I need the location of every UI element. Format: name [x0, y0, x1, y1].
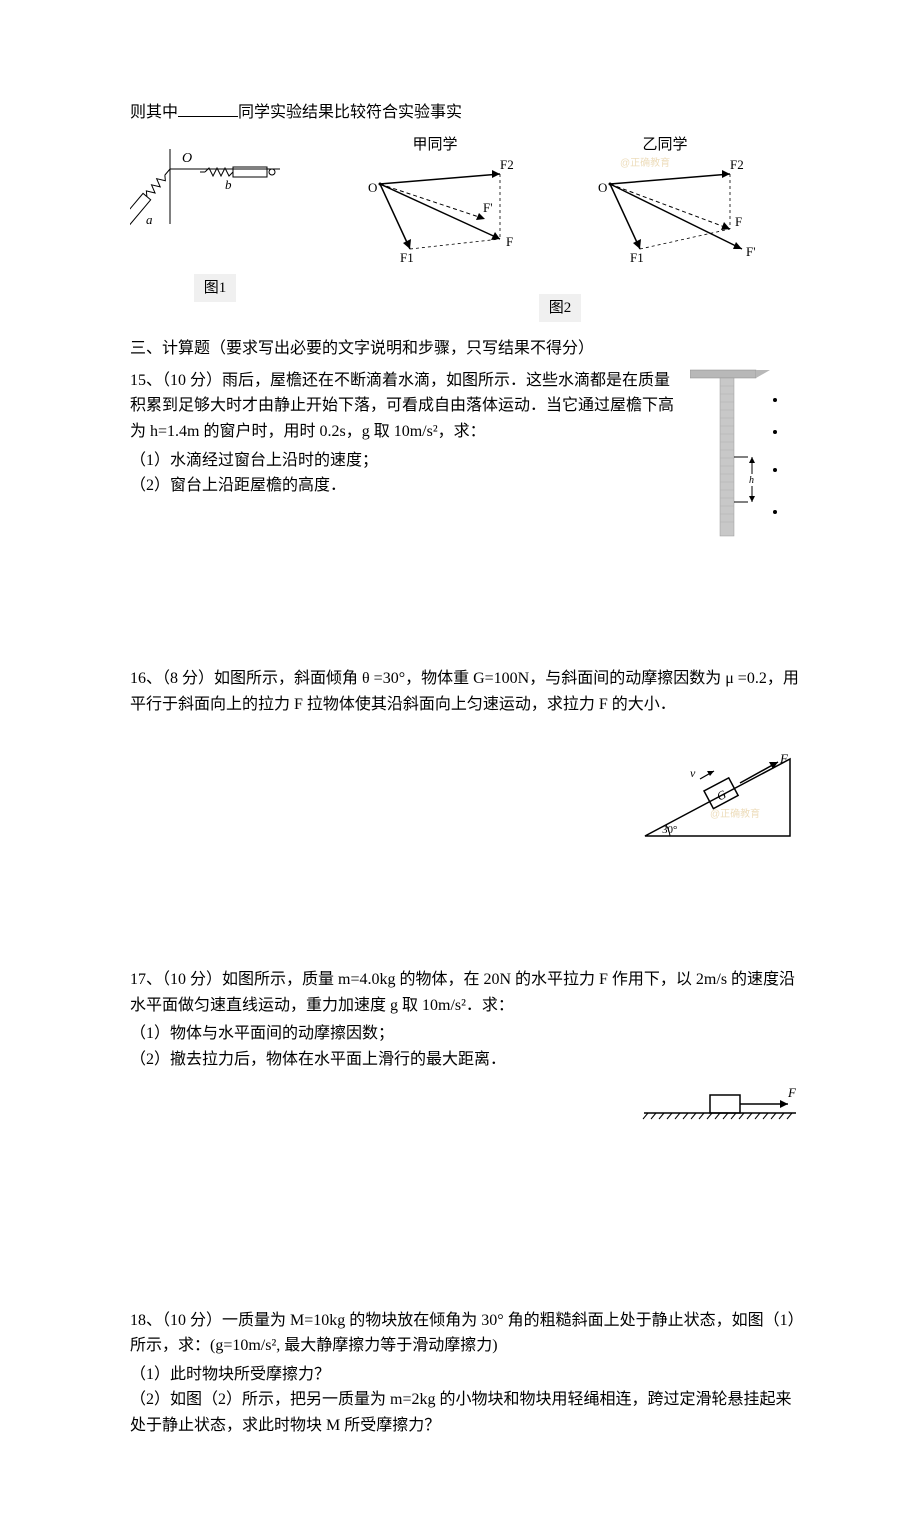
yi-F1: F1	[630, 250, 644, 265]
fig2-caption: 图2	[539, 294, 582, 322]
h-label: h	[749, 475, 754, 486]
p17-sub1: （1）物体与水平面间的动摩擦因数；	[130, 1021, 800, 1047]
figures-row: O b a 图1 甲同学	[130, 134, 800, 323]
p17-sub2: （2）撤去拉力后，物体在水平面上滑行的最大距离．	[130, 1047, 800, 1073]
yi-F2: F2	[730, 157, 744, 172]
p17-text: 17、（10 分）如图所示，质量 m=4.0kg 的物体，在 20N 的水平拉力…	[130, 967, 800, 1018]
F-label: F	[779, 751, 789, 766]
label-b: b	[225, 177, 232, 192]
p18-sub1: （1）此时物块所受摩擦力？	[130, 1362, 800, 1388]
jia-F1: F1	[400, 250, 414, 265]
p15-sub2: （2）窗台上沿距屋檐的高度．	[130, 473, 674, 499]
v-label: v	[690, 766, 696, 780]
problem-17: 17、（10 分）如图所示，质量 m=4.0kg 的物体，在 20N 的水平拉力…	[130, 967, 800, 1301]
intro-pre: 则其中	[130, 104, 178, 121]
panel-yi: 乙同学 @正确教育 O F2 F1 F F'	[598, 136, 756, 265]
jia-O: O	[368, 180, 377, 195]
p18-text: 18、（10 分）一质量为 M=10kg 的物块放在倾角为 30° 角的粗糙斜面…	[130, 1308, 800, 1359]
yi-Fp: F'	[746, 244, 756, 259]
label-O: O	[182, 151, 192, 166]
yi-F: F	[735, 214, 742, 229]
answer-blank	[178, 101, 238, 117]
panel-jia: 甲同学 O F2 F1 F F'	[368, 136, 514, 265]
jia-F: F	[506, 234, 513, 249]
section-3-header: 三、计算题（要求写出必要的文字说明和步骤，只写结果不得分）	[130, 336, 800, 362]
yi-O: O	[598, 180, 607, 195]
problem-18: 18、（10 分）一质量为 M=10kg 的物块放在倾角为 30° 角的粗糙斜面…	[130, 1308, 800, 1439]
p16-figure: 30° G F v @正确教育	[640, 751, 800, 855]
watermark-16: @正确教育	[710, 807, 760, 820]
p15-sub1: （1）水滴经过窗台上沿时的速度；	[130, 448, 674, 474]
angle-label: 30°	[662, 824, 677, 836]
yi-title: 乙同学	[642, 136, 687, 153]
intro-post: 同学实验结果比较符合实验事实	[238, 104, 462, 121]
jia-F2: F2	[500, 157, 514, 172]
jia-title: 甲同学	[412, 136, 457, 153]
p18-sub2: （2）如图（2）所示，把另一质量为 m=2kg 的小物块和物块用轻绳相连，跨过定…	[130, 1387, 800, 1438]
p16-text: 16、（8 分）如图所示，斜面倾角 θ =30°，物体重 G=100N，与斜面间…	[130, 666, 800, 717]
figure-2: 甲同学 O F2 F1 F F'	[330, 134, 790, 323]
p17-F: F	[787, 1085, 797, 1100]
p15-text: 15、（10 分）雨后，屋檐还在不断滴着水滴，如图所示．这些水滴都是在质量积累到…	[130, 368, 674, 445]
problem-15: 15、（10 分）雨后，屋檐还在不断滴着水滴，如图所示．这些水滴都是在质量积累到…	[130, 368, 800, 661]
watermark-yi: @正确教育	[620, 156, 670, 169]
label-a: a	[146, 212, 153, 227]
problem-16: 16、（8 分）如图所示，斜面倾角 θ =30°，物体重 G=100N，与斜面间…	[130, 666, 800, 961]
fig1-caption: 图1	[194, 274, 237, 302]
intro-line: 则其中 同学实验结果比较符合实验事实	[130, 100, 800, 126]
figure-1: O b a 图1	[130, 134, 300, 303]
p15-figure: h	[690, 362, 800, 551]
p17-figure: F	[640, 1083, 800, 1132]
jia-Fp: F'	[483, 200, 493, 215]
